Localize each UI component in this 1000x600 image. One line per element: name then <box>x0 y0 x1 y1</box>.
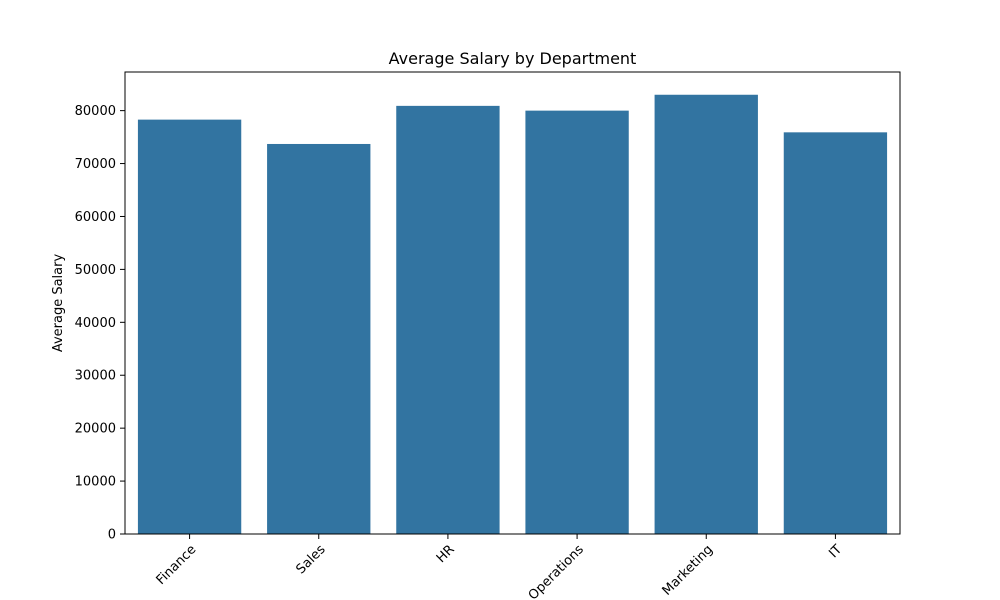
x-tick-label: HR <box>434 542 458 566</box>
bar-operations <box>525 110 629 535</box>
x-tick-label: IT <box>826 542 845 561</box>
y-tick-label: 70000 <box>75 157 116 172</box>
bar-marketing <box>654 94 758 534</box>
plot-frame <box>124 71 901 535</box>
bar-finance <box>137 119 242 534</box>
chart-title: Average Salary by Department <box>389 49 637 68</box>
y-tick-label: 30000 <box>75 369 116 384</box>
y-tick-label: 40000 <box>75 316 116 331</box>
y-tick-label: 50000 <box>75 263 116 278</box>
y-tick-label: 80000 <box>75 104 116 119</box>
y-tick-label: 0 <box>108 528 116 543</box>
y-tick-label: 60000 <box>75 210 116 225</box>
bar-sales <box>267 143 371 534</box>
y-axis-title: Average Salary <box>51 254 66 353</box>
x-tick-label: Marketing <box>660 542 716 598</box>
y-tick-label: 20000 <box>75 422 116 437</box>
plot-area: 0 10000 20000 30000 40000 50000 60000 70000 8000… <box>75 94 888 600</box>
x-tick-label: Sales <box>293 542 328 577</box>
y-tick-label: 10000 <box>75 475 116 490</box>
bar-hr <box>396 105 500 534</box>
bar-it <box>783 132 888 534</box>
x-tick-label: Finance <box>154 542 200 588</box>
x-tick-label: Operations <box>526 542 587 600</box>
